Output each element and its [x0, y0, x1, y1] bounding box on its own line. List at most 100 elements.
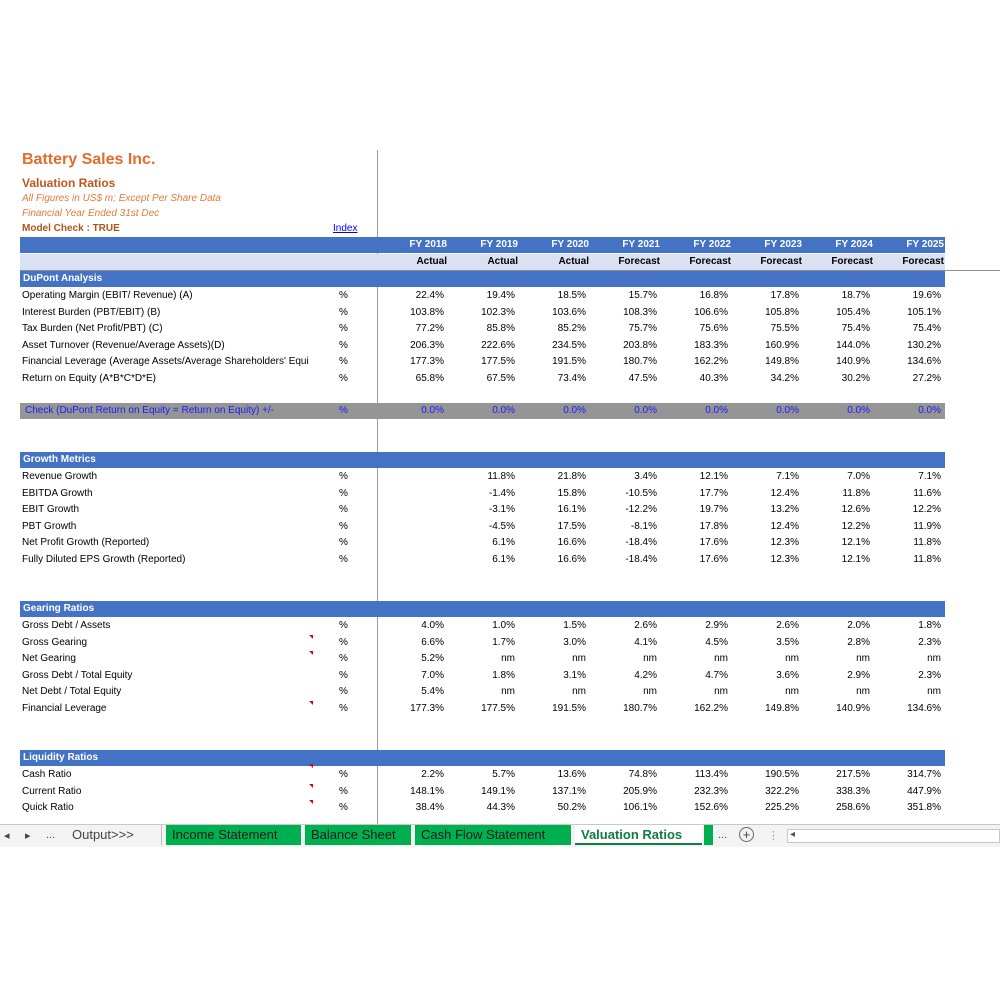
next-sheet-button[interactable]: ▸ [25, 830, 31, 842]
value-cell[interactable]: 77.2% [415, 323, 444, 334]
value-cell[interactable]: 134.6% [907, 356, 941, 367]
value-cell[interactable]: 222.6% [481, 340, 515, 351]
value-cell[interactable]: 180.7% [623, 703, 657, 714]
row-label[interactable]: Net Profit Growth (Reported) [22, 537, 150, 548]
tab-valuation-ratios[interactable]: Valuation Ratios [575, 825, 702, 845]
value-cell[interactable]: 2.0% [847, 620, 870, 631]
value-cell[interactable]: 177.5% [481, 356, 515, 367]
value-cell[interactable]: 180.7% [623, 356, 657, 367]
row-label[interactable]: Cash Ratio [22, 769, 72, 780]
value-cell[interactable]: 38.4% [415, 802, 444, 813]
check-value-cell[interactable]: 0.0% [563, 405, 586, 416]
tab-output[interactable]: Output>>> [66, 825, 162, 845]
value-cell[interactable]: 137.1% [552, 786, 586, 797]
row-label[interactable]: Interest Burden (PBT/EBIT) (B) [22, 307, 161, 318]
value-cell[interactable]: 12.1% [699, 471, 728, 482]
row-unit[interactable]: % [339, 471, 348, 482]
value-cell[interactable]: 15.7% [628, 290, 657, 301]
row-label[interactable]: Gross Debt / Total Equity [22, 670, 133, 681]
value-cell[interactable]: 4.5% [705, 637, 728, 648]
prev-sheet-button[interactable]: ◂ [4, 830, 10, 842]
value-cell[interactable]: 447.9% [907, 786, 941, 797]
value-cell[interactable]: 17.6% [699, 537, 728, 548]
value-cell[interactable]: -1.4% [488, 488, 515, 499]
value-cell[interactable]: 258.6% [836, 802, 870, 813]
check-unit[interactable]: % [339, 405, 348, 416]
value-cell[interactable]: 65.8% [415, 373, 444, 384]
value-cell[interactable]: 2.3% [918, 637, 941, 648]
value-cell[interactable]: 1.8% [492, 670, 515, 681]
row-unit[interactable]: % [339, 637, 348, 648]
row-label[interactable]: EBIT Growth [22, 504, 80, 515]
check-value-cell[interactable]: 0.0% [776, 405, 799, 416]
row-unit[interactable]: % [339, 620, 348, 631]
value-cell[interactable]: 3.1% [563, 670, 586, 681]
value-cell[interactable]: nm [572, 653, 586, 664]
value-cell[interactable]: 19.4% [486, 290, 515, 301]
value-cell[interactable]: 11.8% [913, 554, 941, 565]
value-cell[interactable]: 177.3% [410, 356, 444, 367]
value-cell[interactable]: 13.6% [557, 769, 586, 780]
value-cell[interactable]: nm [643, 653, 657, 664]
row-unit[interactable]: % [339, 537, 348, 548]
check-value-cell[interactable]: 0.0% [918, 405, 941, 416]
value-cell[interactable]: 44.3% [486, 802, 515, 813]
value-cell[interactable]: 203.8% [623, 340, 657, 351]
row-label[interactable]: Revenue Growth [22, 471, 98, 482]
value-cell[interactable]: 16.6% [557, 537, 586, 548]
value-cell[interactable]: 1.7% [492, 637, 515, 648]
value-cell[interactable]: -4.5% [488, 521, 515, 532]
value-cell[interactable]: 16.8% [699, 290, 728, 301]
value-cell[interactable]: 6.6% [421, 637, 444, 648]
row-label[interactable]: EBITDA Growth [22, 488, 93, 499]
check-value-cell[interactable]: 0.0% [421, 405, 444, 416]
value-cell[interactable]: 3.4% [634, 471, 657, 482]
value-cell[interactable]: nm [856, 653, 870, 664]
value-cell[interactable]: 3.0% [563, 637, 586, 648]
value-cell[interactable]: 103.6% [552, 307, 586, 318]
row-label[interactable]: Gross Gearing [22, 637, 88, 648]
row-unit[interactable]: % [339, 488, 348, 499]
value-cell[interactable]: 12.4% [770, 521, 799, 532]
row-unit[interactable]: % [339, 802, 348, 813]
value-cell[interactable]: 11.6% [913, 488, 941, 499]
value-cell[interactable]: 2.8% [847, 637, 870, 648]
value-cell[interactable]: 85.2% [557, 323, 586, 334]
value-cell[interactable]: 22.4% [415, 290, 444, 301]
row-unit[interactable]: % [339, 356, 348, 367]
value-cell[interactable]: nm [501, 653, 515, 664]
value-cell[interactable]: 18.5% [557, 290, 586, 301]
value-cell[interactable]: 7.1% [776, 471, 799, 482]
value-cell[interactable]: 12.2% [912, 504, 941, 515]
value-cell[interactable]: 105.8% [765, 307, 799, 318]
value-cell[interactable]: 148.1% [410, 786, 444, 797]
value-cell[interactable]: 19.7% [699, 504, 728, 515]
value-cell[interactable]: 50.2% [557, 802, 586, 813]
value-cell[interactable]: 67.5% [486, 373, 515, 384]
value-cell[interactable]: 17.6% [699, 554, 728, 565]
index-link[interactable]: Index [333, 223, 358, 234]
value-cell[interactable]: 11.8% [487, 471, 515, 482]
horizontal-scrollbar[interactable]: ◂ [787, 829, 1000, 843]
value-cell[interactable]: nm [927, 653, 941, 664]
scroll-left-icon[interactable]: ◂ [790, 829, 796, 840]
value-cell[interactable]: 2.6% [776, 620, 799, 631]
value-cell[interactable]: 2.6% [634, 620, 657, 631]
tab-hidden-next[interactable] [704, 825, 714, 845]
value-cell[interactable]: 5.4% [421, 686, 444, 697]
value-cell[interactable]: 17.5% [557, 521, 586, 532]
check-label[interactable]: Check (DuPont Return on Equity = Return … [25, 405, 275, 416]
add-sheet-icon[interactable]: + [739, 827, 754, 842]
value-cell[interactable]: 5.2% [421, 653, 444, 664]
row-unit[interactable]: % [339, 653, 348, 664]
value-cell[interactable]: 2.9% [847, 670, 870, 681]
value-cell[interactable]: 113.4% [694, 769, 728, 780]
value-cell[interactable]: -18.4% [625, 554, 657, 565]
value-cell[interactable]: nm [927, 686, 941, 697]
value-cell[interactable]: 3.5% [776, 637, 799, 648]
value-cell[interactable]: 2.2% [421, 769, 444, 780]
row-label[interactable]: Gross Debt / Assets [22, 620, 111, 631]
value-cell[interactable]: 130.2% [907, 340, 941, 351]
value-cell[interactable]: 4.0% [421, 620, 444, 631]
row-label[interactable]: Tax Burden (Net Profit/PBT) (C) [22, 323, 163, 334]
